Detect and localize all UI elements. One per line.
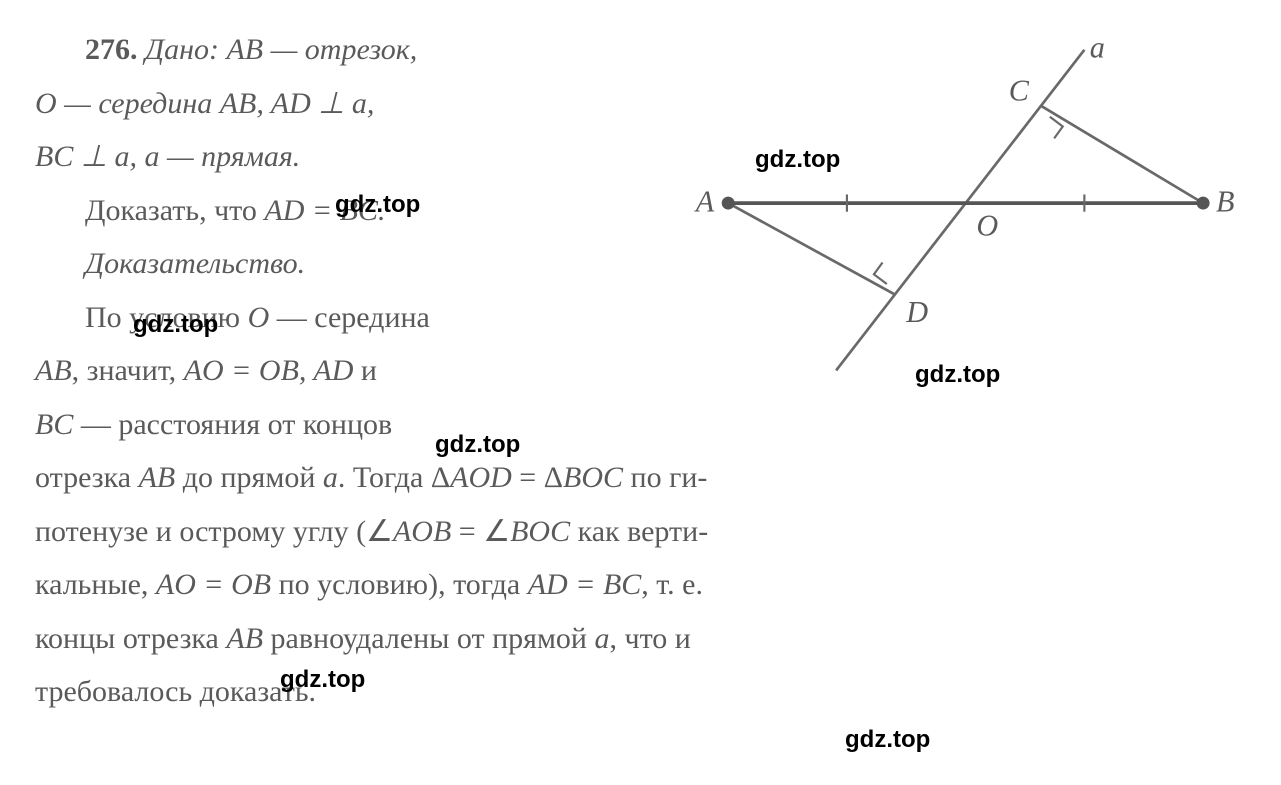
label-d: D xyxy=(905,295,928,329)
label-b: B xyxy=(1216,185,1234,219)
watermark-5: gdz.top xyxy=(755,140,840,180)
proof-line-8: требовалось доказать. xyxy=(35,667,1246,717)
proof-line-2: AB, значит, AO = OB, AD и xyxy=(35,346,665,396)
right-angle-c xyxy=(1050,117,1063,139)
problem-number: 276. xyxy=(85,33,138,66)
given-line-1: 276. Дано: AB — отрезок, xyxy=(35,25,665,75)
given-label: Дано: xyxy=(145,33,219,66)
segment-bc xyxy=(1041,106,1203,203)
proof-continuation: отрезка AB до прямой a. Тогда ΔAOD = ΔBO… xyxy=(35,453,1246,717)
label-a: A xyxy=(694,185,715,219)
watermark-1: gdz.top xyxy=(335,185,420,225)
proof-heading: Доказательство. xyxy=(35,239,665,289)
given-line-3: BC ⊥ a, a — прямая. xyxy=(35,132,665,182)
watermark-2: gdz.top xyxy=(133,305,218,345)
label-c: C xyxy=(1009,74,1030,108)
proof-line-6: кальные, AO = OB по условию), тогда AD =… xyxy=(35,560,1246,610)
given-line-2: O — середина AB, AD ⊥ a, xyxy=(35,79,665,129)
top-section: 276. Дано: AB — отрезок, O — середина AB… xyxy=(35,25,1246,453)
label-line-a: a xyxy=(1089,30,1104,64)
diagram-svg: A B C D O a xyxy=(685,25,1246,392)
proof-line-5: потенузе и острому углу (∠AOB = ∠BOC как… xyxy=(35,507,1246,557)
line1-text: AB — отрезок, xyxy=(219,33,417,66)
watermark-3: gdz.top xyxy=(435,425,520,465)
point-b xyxy=(1196,197,1209,210)
label-o: O xyxy=(976,208,998,242)
line-a xyxy=(836,50,1084,371)
watermark-4: gdz.top xyxy=(280,660,365,700)
proof-line-7: концы отрезка AB равноудалены от прямой … xyxy=(35,614,1246,664)
given-text: 276. Дано: AB — отрезок, O — середина AB… xyxy=(35,25,665,453)
right-angle-d xyxy=(874,262,887,284)
proof-line-3: BC — расстояния от концов xyxy=(35,400,665,450)
watermark-7: gdz.top xyxy=(845,720,930,760)
proof-line-4: отрезка AB до прямой a. Тогда ΔAOD = ΔBO… xyxy=(35,453,1246,503)
point-a xyxy=(721,197,734,210)
segment-ad xyxy=(728,203,895,295)
problem-content: 276. Дано: AB — отрезок, O — середина AB… xyxy=(35,25,1246,717)
watermark-6: gdz.top xyxy=(915,355,1000,395)
proof-line-1: По условию O — середина xyxy=(35,293,665,343)
